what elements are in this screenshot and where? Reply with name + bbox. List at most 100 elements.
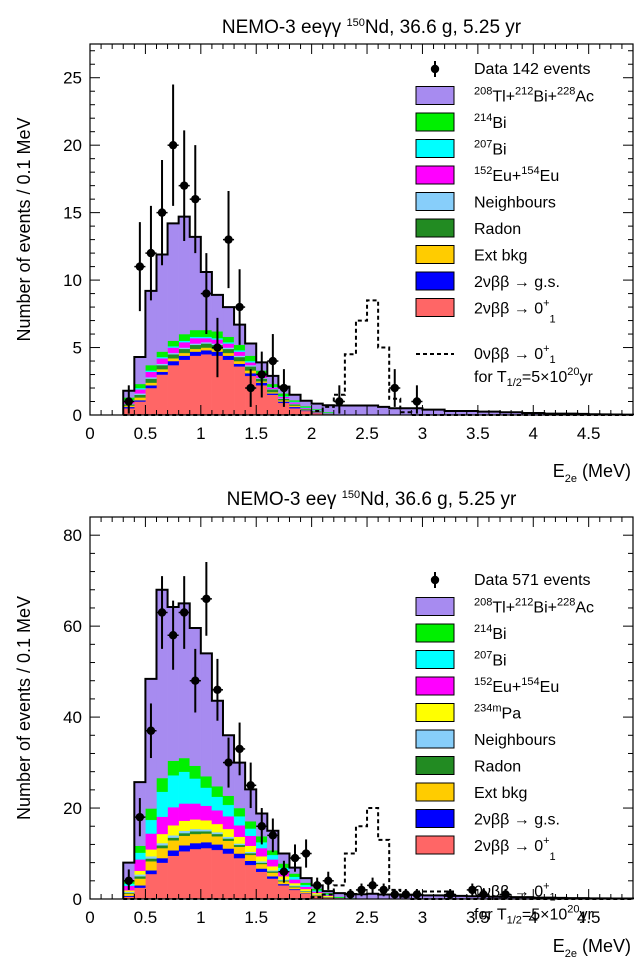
legend-item-exc: 2νββ → 0+1 [415,298,556,326]
bar-eu-5 [167,806,179,826]
bar-gs-8 [200,841,213,849]
bar-tl-24 [377,406,390,416]
data-point-8 [200,562,212,636]
bar-neighbours-9 [211,831,224,835]
bar-tl-5 [167,223,179,342]
bar-extbkg-4 [156,368,168,373]
legend-label: 234mPa [474,703,521,723]
legend-swatch [415,782,455,802]
bar-neighbours-10 [222,836,235,839]
bar-bi214-17 [300,405,312,408]
data-marker [135,812,145,822]
bar-neighbours-13 [256,861,268,863]
bar-neighbours-5 [167,835,179,838]
bar-extbkg-3 [145,861,157,871]
legend-swatch [415,703,455,722]
bar-radon-14 [267,389,279,393]
x-tick-label: 4.5 [577,908,601,927]
bar-exc-3 [145,873,157,900]
x-axis-label: E2e (MeV) [553,936,631,960]
data-point-1 [123,385,135,414]
bar-radon-8 [200,343,213,348]
x-tick-label: 2.5 [355,424,379,443]
legend-swatch [415,139,455,158]
data-marker [279,867,289,876]
bar-neighbours-4 [156,363,168,366]
bar-pa-6 [178,820,190,831]
bar-bi207-14 [267,854,279,860]
data-point-4 [156,160,168,266]
bar-bi207-16 [289,876,301,880]
legend-swatch [415,809,455,828]
data-marker [235,302,244,312]
legend-label: 207Bi [474,139,507,159]
legend-item-radon: Radon [415,218,521,238]
data-points [123,562,512,899]
bar-radon-3 [145,378,157,383]
bar-extbkg-6 [178,835,190,846]
data-marker [290,853,300,863]
data-marker [390,383,399,393]
bar-exc-16 [289,889,301,900]
bar-bi214-16 [289,399,301,402]
bar-radon-4 [156,364,168,370]
legend-label: 207Bi [474,650,507,670]
bar-extbkg-12 [244,854,257,862]
bar-pa-2 [134,870,146,875]
bar-radon-2 [134,394,146,398]
data-point-14 [267,334,279,389]
legend-item-gs: 2νββ → g.s. [415,271,560,291]
bar-exc-6 [178,851,190,900]
legend: Data 571 events 208Tl+212Bi+228Ac 214Bi 207… [415,572,594,863]
legend-item-bi214: 214Bi [415,112,507,132]
bar-neighbours-11 [233,843,246,846]
data-marker [501,890,510,899]
bar-bi214-3 [145,808,157,821]
data-marker [224,758,233,767]
bar-extbkg-5 [167,358,179,362]
bar-neighbours-8 [200,829,213,832]
data-point-14 [267,818,279,853]
y-axis: 0 5 10 15 20 25 [63,50,633,425]
legend-data-marker [430,64,440,74]
data-marker [368,881,377,890]
data-point-9 [211,317,223,378]
bar-bi207-3 [145,370,157,373]
bar-pa-13 [256,856,268,862]
x-tick-label: 4 [529,908,538,927]
x-tick-label: 0.5 [134,908,158,927]
legend-label: 2νββ → 0+1 [474,298,556,326]
bar-bi214-5 [167,760,179,776]
data-point-11 [234,269,246,345]
data-point-3 [145,703,157,759]
bar-bi207-2 [134,387,146,390]
bar-exc-7 [189,355,202,416]
bar-radon-2 [134,876,146,879]
bar-eu-11 [233,351,246,356]
bar-neighbours-4 [156,842,168,846]
legend-label: Radon [474,221,521,238]
bar-radon-3 [145,858,157,862]
bar-eu-2 [134,859,146,872]
bar-eu-12 [244,362,257,366]
legend: Data 142 events 208Tl+212Bi+228Ac 214Bi 207… [415,61,594,326]
bar-neighbours-7 [189,828,202,832]
bar-bi207-11 [233,816,246,826]
legend-label: 208Tl+212Bi+228Ac [474,86,594,106]
bar-exc-12 [244,864,257,900]
bar-pa-7 [189,819,202,830]
data-point-16 [289,844,301,872]
bar-eu-10 [222,343,235,348]
bar-bi214-10 [222,336,235,343]
bar-eu-2 [134,389,146,394]
data-point-6 [178,576,190,649]
bar-bi207-11 [233,350,246,352]
signal-legend-line2: for T1/2=5×1020yr [474,904,594,927]
data-point-19 [322,871,334,890]
bar-tl-3 [145,290,157,366]
bar-exc-15 [278,885,290,900]
legend-item-pa: 234mPa [415,703,521,723]
bar-gs-5 [167,850,179,856]
bar-bi207-10 [222,341,235,344]
bar-extbkg-7 [189,833,202,844]
